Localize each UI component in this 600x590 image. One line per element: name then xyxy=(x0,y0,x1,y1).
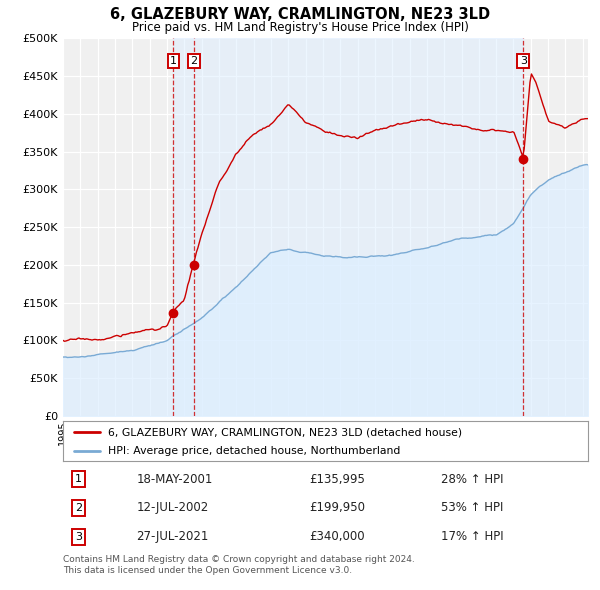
Text: 12-JUL-2002: 12-JUL-2002 xyxy=(137,502,209,514)
Text: 6, GLAZEBURY WAY, CRAMLINGTON, NE23 3LD (detached house): 6, GLAZEBURY WAY, CRAMLINGTON, NE23 3LD … xyxy=(107,427,462,437)
Text: 28% ↑ HPI: 28% ↑ HPI xyxy=(441,473,503,486)
Text: 6, GLAZEBURY WAY, CRAMLINGTON, NE23 3LD: 6, GLAZEBURY WAY, CRAMLINGTON, NE23 3LD xyxy=(110,7,490,22)
Text: 2: 2 xyxy=(75,503,82,513)
Text: HPI: Average price, detached house, Northumberland: HPI: Average price, detached house, Nort… xyxy=(107,445,400,455)
Text: Contains HM Land Registry data © Crown copyright and database right 2024.
This d: Contains HM Land Registry data © Crown c… xyxy=(63,555,415,575)
Text: 1: 1 xyxy=(170,56,177,66)
Text: £135,995: £135,995 xyxy=(310,473,365,486)
Text: 53% ↑ HPI: 53% ↑ HPI xyxy=(441,502,503,514)
Bar xyxy=(173,38,523,416)
Text: 3: 3 xyxy=(75,532,82,542)
Text: 1: 1 xyxy=(75,474,82,484)
Text: £340,000: £340,000 xyxy=(310,530,365,543)
Text: 27-JUL-2021: 27-JUL-2021 xyxy=(137,530,209,543)
Text: £199,950: £199,950 xyxy=(310,502,366,514)
Text: Price paid vs. HM Land Registry's House Price Index (HPI): Price paid vs. HM Land Registry's House … xyxy=(131,21,469,34)
Text: 3: 3 xyxy=(520,56,527,66)
Text: 18-MAY-2001: 18-MAY-2001 xyxy=(137,473,213,486)
Text: 17% ↑ HPI: 17% ↑ HPI xyxy=(441,530,503,543)
Text: 2: 2 xyxy=(190,56,197,66)
